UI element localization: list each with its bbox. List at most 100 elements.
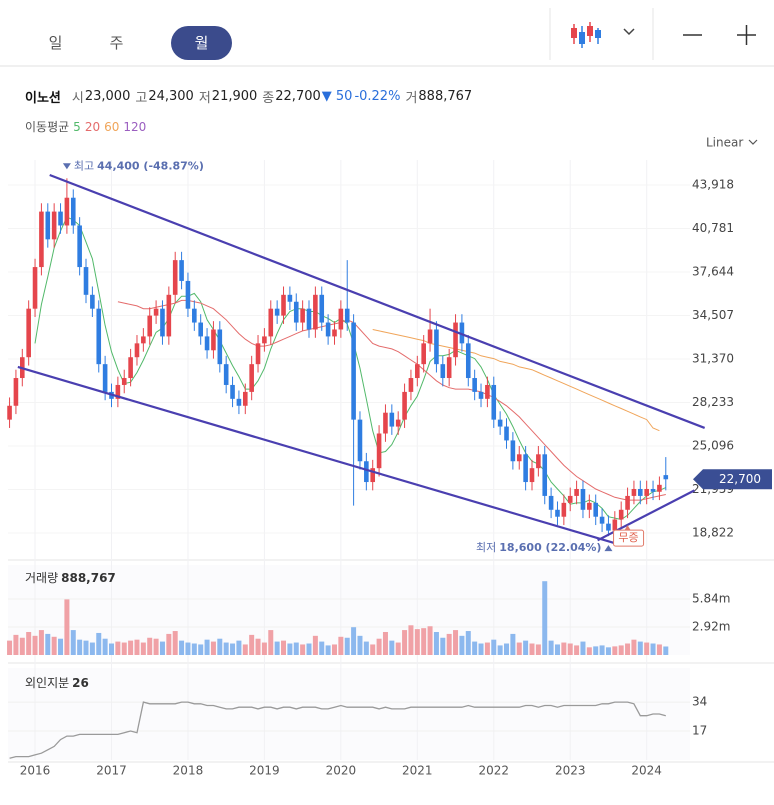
candle-body bbox=[663, 475, 669, 480]
low-note-label: 최저 bbox=[476, 541, 496, 554]
candle-body bbox=[638, 488, 643, 496]
volume-title: 거래량 888,767 bbox=[25, 571, 116, 585]
volume-bar bbox=[529, 643, 535, 655]
change: ▼ 50 bbox=[321, 89, 353, 104]
candle-body bbox=[45, 211, 51, 240]
volume-bar bbox=[166, 633, 172, 655]
candle-body bbox=[491, 384, 497, 420]
volume-title-label: 거래량 bbox=[25, 571, 58, 585]
volume-bar bbox=[605, 647, 611, 655]
y-tick-label: 17 bbox=[692, 724, 707, 738]
quote-label: 저 bbox=[198, 91, 211, 106]
volume-bar bbox=[618, 645, 624, 655]
x-tick-label: 2020 bbox=[326, 764, 357, 778]
volume-bar bbox=[70, 630, 76, 655]
volume-bar bbox=[446, 633, 452, 655]
scale-chevron[interactable] bbox=[748, 139, 758, 145]
candle-body bbox=[204, 336, 210, 351]
volume-bar bbox=[344, 637, 350, 655]
volume-bar bbox=[172, 631, 178, 655]
volume-bar bbox=[389, 640, 395, 655]
quote-value: 24,300 bbox=[148, 89, 194, 104]
candle-body bbox=[580, 488, 586, 510]
volume-bar bbox=[523, 640, 529, 655]
candle-body bbox=[593, 502, 599, 517]
ma-period[interactable]: 20 bbox=[84, 119, 101, 134]
tab[interactable]: 월 bbox=[171, 26, 232, 60]
candle-body bbox=[236, 398, 242, 406]
candle-body bbox=[172, 260, 178, 295]
trendline bbox=[17, 365, 622, 547]
tab[interactable]: 주 bbox=[109, 34, 124, 52]
foreign-title: 외인지분 26 bbox=[25, 676, 89, 690]
candle-body bbox=[217, 329, 223, 365]
tab[interactable]: 일 bbox=[48, 34, 63, 52]
scale-label[interactable]: Linear bbox=[706, 136, 743, 150]
volume-bar bbox=[574, 645, 580, 655]
y-tick-label: 28,233 bbox=[692, 395, 734, 409]
volume-bar bbox=[465, 631, 471, 655]
candle-body bbox=[39, 211, 44, 268]
candle-body bbox=[453, 322, 458, 358]
moving-average bbox=[34, 216, 667, 521]
volume-bar bbox=[472, 641, 478, 655]
candle-body bbox=[160, 308, 165, 337]
candle-body bbox=[128, 357, 133, 379]
candle-type-button[interactable] bbox=[571, 22, 601, 48]
volume-bar bbox=[586, 647, 592, 655]
dropdown-chevron[interactable] bbox=[623, 28, 635, 36]
volume-bar bbox=[255, 638, 261, 655]
volume-bar bbox=[535, 644, 541, 655]
low-note-text: 18,600 (22.04%) bbox=[499, 541, 601, 554]
volume-bar bbox=[58, 638, 64, 655]
y-tick-label: 40,781 bbox=[692, 221, 734, 235]
volume-bar bbox=[281, 640, 287, 655]
trendline bbox=[49, 173, 706, 429]
volume-bar bbox=[312, 635, 318, 655]
volume-bar bbox=[395, 642, 401, 655]
ma-period[interactable]: 60 bbox=[104, 119, 120, 134]
volume-bar bbox=[185, 642, 191, 655]
candle-body bbox=[319, 294, 325, 323]
candle-body bbox=[287, 294, 293, 302]
volume-bar bbox=[402, 630, 408, 655]
ma-period[interactable]: 5 bbox=[73, 119, 81, 134]
quote-label: 거 bbox=[405, 91, 418, 106]
volume-bar bbox=[134, 639, 140, 655]
candle-body bbox=[427, 329, 433, 344]
volume-bar bbox=[179, 640, 185, 655]
candle-body bbox=[536, 454, 541, 469]
volume-bar bbox=[274, 641, 280, 655]
volume-bar bbox=[516, 642, 522, 655]
candle-body bbox=[606, 523, 611, 531]
volume-bar bbox=[223, 642, 229, 655]
volume-bar bbox=[287, 643, 293, 655]
volume-bar bbox=[593, 646, 599, 655]
candle-body bbox=[313, 294, 318, 330]
event-label: 무증 bbox=[618, 531, 638, 544]
volume-bar bbox=[440, 637, 446, 655]
volume-bar bbox=[656, 644, 662, 655]
candle-body bbox=[472, 378, 477, 392]
foreign-last: 26 bbox=[72, 676, 89, 690]
foreign-panel bbox=[8, 668, 690, 760]
candle-body bbox=[574, 488, 579, 496]
ma-period[interactable]: 120 bbox=[123, 119, 147, 134]
candle-body bbox=[421, 343, 426, 365]
candle-body bbox=[364, 461, 369, 483]
volume-bar bbox=[159, 641, 165, 655]
y-tick-label: 34,507 bbox=[692, 308, 734, 322]
zoom-in-button[interactable] bbox=[737, 25, 756, 45]
candle-body bbox=[561, 502, 567, 517]
candle-body bbox=[434, 329, 439, 365]
volume-bar bbox=[64, 599, 70, 655]
quote-label: 고 bbox=[135, 91, 148, 106]
candle-body bbox=[300, 308, 305, 323]
candle-body bbox=[612, 519, 618, 531]
candle-body bbox=[402, 391, 407, 420]
event-box bbox=[613, 529, 645, 547]
candle-body bbox=[141, 336, 146, 344]
candle-body bbox=[255, 343, 261, 365]
candle-body bbox=[376, 433, 382, 469]
